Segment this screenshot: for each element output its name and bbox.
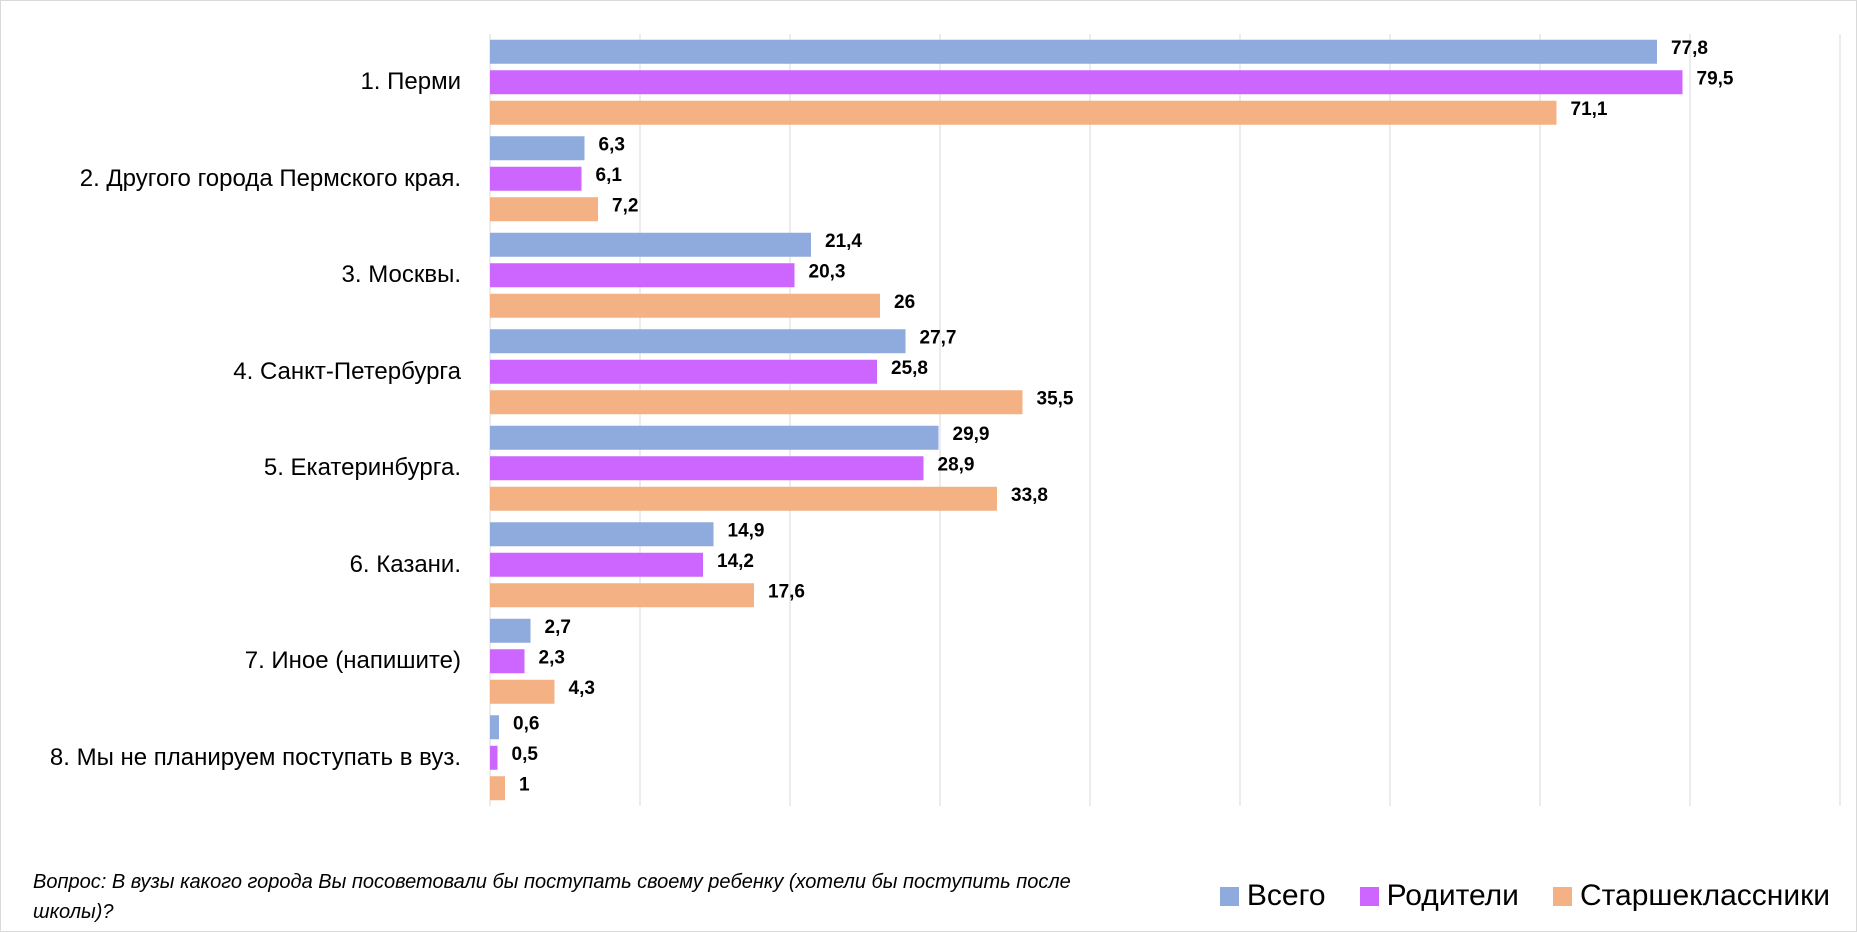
- value-label: 4,3: [569, 678, 595, 699]
- bar: [490, 197, 598, 222]
- bar: [490, 522, 714, 547]
- category-label: 4. Санкт-Петербурга: [1, 327, 461, 417]
- bar: [490, 583, 754, 608]
- value-label: 6,3: [599, 134, 625, 155]
- value-label: 27,7: [920, 327, 957, 348]
- legend-item: Родители: [1359, 879, 1519, 913]
- question-note: Вопрос: В вузы какого города Вы посовето…: [33, 871, 1071, 923]
- value-label: 77,8: [1671, 38, 1708, 59]
- category-text: 7. Иное (напишите): [244, 647, 461, 675]
- value-label: 0,6: [513, 713, 539, 734]
- bar: [490, 745, 498, 770]
- category-text: 6. Казани.: [349, 550, 461, 578]
- legend-swatch: [1552, 886, 1572, 906]
- value-label: 1: [519, 774, 530, 795]
- value-label: 7,2: [612, 195, 638, 216]
- value-label: 33,8: [1011, 485, 1048, 506]
- category-text: 1. Перми: [360, 68, 461, 96]
- legend-item: Старшеклассники: [1552, 879, 1830, 913]
- value-label: 71,1: [1571, 99, 1608, 120]
- value-label: 14,9: [728, 520, 765, 541]
- bar: [490, 39, 1657, 64]
- value-label: 35,5: [1037, 388, 1074, 409]
- category-text: 2. Другого города Пермского края.: [79, 164, 461, 192]
- category-text: 8. Мы не планируем поступать в вуз.: [49, 743, 461, 771]
- bar: [490, 263, 795, 288]
- bar: [490, 359, 877, 384]
- category-label: 6. Казани.: [1, 520, 461, 610]
- value-label: 29,9: [953, 424, 990, 445]
- value-label: 2,7: [545, 617, 571, 638]
- value-label: 79,5: [1697, 68, 1734, 89]
- category-text: 4. Санкт-Петербурга: [233, 357, 461, 385]
- legend-swatch: [1359, 886, 1379, 906]
- bar: [490, 136, 585, 161]
- value-label: 17,6: [768, 581, 805, 602]
- legend-label: Родители: [1386, 879, 1519, 912]
- value-label: 20,3: [809, 261, 846, 282]
- legend-swatch: [1219, 886, 1239, 906]
- legend-label: Всего: [1246, 879, 1326, 912]
- category-text: 3. Москвы.: [341, 261, 461, 289]
- value-label: 0,5: [512, 744, 539, 765]
- bar: [490, 679, 555, 704]
- category-label: 3. Москвы.: [1, 230, 461, 320]
- legend-item: Всего: [1219, 879, 1326, 913]
- legend-label: Старшеклассники: [1579, 879, 1830, 912]
- legend: Всего Родители Старшеклассники: [1219, 879, 1830, 913]
- bar: [490, 776, 505, 801]
- value-label: 26: [894, 292, 915, 313]
- bar: [490, 715, 499, 740]
- bar: [490, 100, 1557, 125]
- bar: [490, 456, 924, 481]
- category-label: 1. Перми: [1, 37, 461, 127]
- bar: [490, 618, 531, 643]
- bar: [490, 293, 880, 318]
- bar: [490, 166, 582, 191]
- category-label: 5. Екатеринбурга.: [1, 423, 461, 513]
- category-label: 7. Иное (напишите): [1, 616, 461, 706]
- value-label: 21,4: [825, 231, 862, 252]
- bar: [490, 390, 1023, 415]
- value-label: 14,2: [717, 551, 754, 572]
- category-label: 2. Другого города Пермского края.: [1, 134, 461, 224]
- bar: [490, 649, 525, 674]
- bar: [490, 232, 811, 257]
- category-text: 5. Екатеринбурга.: [263, 454, 461, 482]
- bar: [490, 425, 939, 450]
- value-label: 6,1: [596, 165, 623, 186]
- bar: [490, 552, 703, 577]
- value-label: 25,8: [891, 358, 928, 379]
- bar: [490, 70, 1683, 95]
- category-label: 8. Мы не планируем поступать в вуз.: [1, 713, 461, 803]
- bar: [490, 329, 906, 354]
- bar: [490, 486, 997, 511]
- value-label: 2,3: [539, 647, 565, 668]
- value-label: 28,9: [938, 454, 975, 475]
